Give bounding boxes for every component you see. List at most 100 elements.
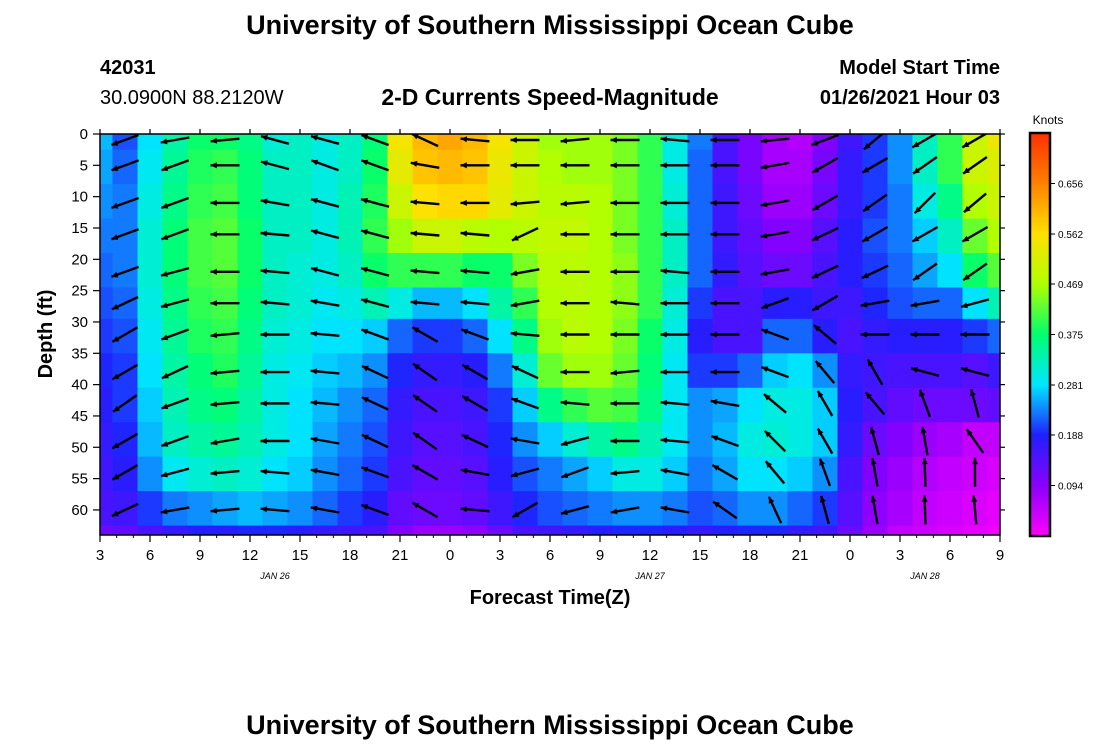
arrow-head: [914, 206, 922, 214]
heat-cell: [687, 456, 714, 492]
current-arrow: [963, 192, 987, 214]
current-arrow: [112, 394, 138, 413]
current-arrow: [912, 262, 938, 282]
arrow-head: [261, 160, 268, 167]
heat-cell: [737, 134, 764, 151]
current-arrow: [260, 230, 290, 237]
arrow-head: [210, 369, 218, 376]
heat-cell: [187, 218, 214, 254]
arrow-head: [610, 369, 618, 376]
arrow-head: [161, 441, 169, 447]
arrow-head: [260, 506, 268, 513]
heat-cell: [512, 134, 539, 151]
heat-cell: [887, 387, 914, 423]
heat-cell: [687, 422, 714, 458]
heat-cell: [687, 253, 714, 289]
arrow-head: [260, 299, 268, 306]
heat-cell: [587, 525, 614, 535]
arrow-head: [161, 403, 169, 410]
heat-cell: [362, 353, 389, 389]
model-start-label: Model Start Time: [839, 57, 1000, 79]
arrow-head: [560, 369, 567, 376]
arrow-head: [361, 397, 369, 403]
current-arrow: [510, 299, 540, 308]
x-tick-label: 0: [446, 547, 454, 564]
arrow-head: [112, 442, 120, 449]
current-arrow: [710, 268, 740, 275]
heat-cell: [787, 149, 814, 185]
current-arrow: [960, 298, 990, 309]
arrow-head: [410, 160, 418, 167]
current-arrow: [920, 426, 929, 456]
x-tick-label: 9: [196, 547, 204, 564]
arrow-head: [966, 429, 973, 436]
current-arrow: [660, 268, 690, 275]
current-arrow: [410, 230, 440, 237]
heat-cell: [987, 134, 1000, 151]
heat-cell: [100, 184, 114, 220]
arrow-head: [862, 235, 870, 242]
current-arrow: [310, 298, 340, 307]
heat-cell: [887, 184, 914, 220]
current-arrow: [660, 136, 690, 143]
x-tick-label: 3: [96, 547, 104, 564]
current-arrow: [610, 469, 640, 477]
current-arrow: [760, 268, 790, 277]
current-arrow: [660, 300, 690, 307]
current-arrow: [360, 266, 390, 277]
current-arrow: [210, 268, 240, 275]
arrow-head: [861, 272, 869, 279]
arrow-head: [960, 331, 967, 338]
heat-cell: [987, 387, 1000, 423]
heat-cell: [962, 149, 989, 185]
arrow-head: [210, 137, 218, 144]
heat-cell: [787, 387, 814, 423]
heat-cell: [687, 387, 714, 423]
arrow-head: [260, 438, 267, 445]
heat-cell: [587, 134, 614, 151]
arrow-head: [260, 331, 267, 338]
arrow-head: [410, 199, 418, 206]
current-arrow: [111, 295, 139, 311]
heat-cell: [712, 525, 739, 535]
arrow-head: [819, 458, 826, 466]
current-arrow: [763, 393, 787, 414]
current-arrow: [510, 137, 540, 143]
arrow-head: [210, 231, 217, 238]
heat-cell: [462, 525, 489, 535]
arrow-head: [660, 369, 667, 376]
heat-cell: [487, 422, 514, 458]
arrow-head: [971, 495, 978, 502]
current-arrow: [910, 367, 940, 377]
current-arrow: [710, 434, 740, 448]
current-arrow: [210, 507, 240, 514]
current-arrow: [460, 199, 490, 206]
arrow-head: [760, 232, 768, 239]
heat-cell: [137, 353, 164, 389]
heat-cell: [762, 318, 789, 354]
x-tick-label: 21: [792, 547, 809, 564]
heat-cell: [162, 525, 189, 535]
current-arrow: [660, 331, 690, 338]
heat-cell: [312, 149, 339, 185]
current-arrow: [560, 436, 590, 447]
arrow-head: [760, 163, 768, 170]
arrow-head: [610, 199, 617, 206]
current-arrow: [260, 268, 290, 275]
arrow-head: [410, 230, 418, 237]
heat-cell: [887, 422, 914, 458]
colorbar: 0.656 0.562 0.469 0.375 0.281 0.188 0.094: [1028, 131, 1083, 538]
heat-cell: [987, 184, 1000, 220]
heat-cell: [987, 253, 1000, 289]
station-coords: 30.0900N 88.2120W: [100, 87, 284, 109]
current-arrow: [510, 268, 540, 277]
heat-cell: [587, 422, 614, 458]
y-tick-label: 25: [71, 283, 88, 300]
heat-cell: [100, 149, 114, 185]
arrow-head: [813, 325, 821, 332]
heat-cell: [887, 218, 914, 254]
arrow-head: [710, 268, 717, 275]
heat-cell: [837, 253, 864, 289]
heat-cell: [137, 491, 164, 527]
heat-cell: [737, 525, 764, 535]
